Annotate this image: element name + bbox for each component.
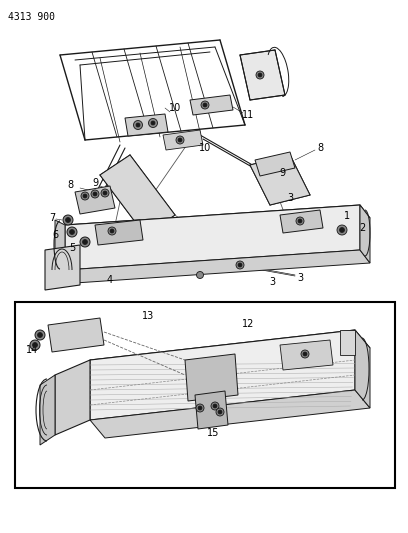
Text: 4: 4 [107, 275, 113, 285]
Polygon shape [95, 220, 143, 245]
Text: 7: 7 [49, 213, 55, 223]
Polygon shape [355, 330, 370, 408]
Text: 11: 11 [242, 110, 254, 120]
Polygon shape [65, 205, 370, 238]
Circle shape [108, 227, 116, 235]
Polygon shape [240, 50, 285, 100]
Text: 12: 12 [242, 319, 254, 329]
Polygon shape [255, 152, 295, 176]
Text: 5: 5 [69, 243, 75, 253]
Text: 10: 10 [169, 103, 181, 113]
Circle shape [303, 352, 307, 356]
Polygon shape [100, 155, 175, 235]
Circle shape [83, 194, 87, 198]
Polygon shape [75, 186, 115, 214]
Text: 10: 10 [199, 143, 211, 153]
Circle shape [197, 271, 204, 279]
Polygon shape [65, 205, 360, 270]
Circle shape [149, 118, 157, 127]
Circle shape [216, 408, 224, 416]
Circle shape [67, 227, 77, 237]
Polygon shape [360, 205, 370, 263]
Circle shape [38, 333, 42, 337]
Text: 3: 3 [297, 273, 303, 283]
Circle shape [201, 101, 209, 109]
Text: 15: 15 [207, 428, 219, 438]
Circle shape [213, 404, 217, 408]
Circle shape [63, 215, 73, 225]
Circle shape [110, 229, 114, 233]
Circle shape [196, 404, 204, 412]
Text: 3: 3 [287, 193, 293, 203]
Polygon shape [340, 330, 355, 355]
Text: 1: 1 [344, 211, 350, 221]
Circle shape [211, 402, 219, 410]
Circle shape [151, 121, 155, 125]
Text: 6: 6 [52, 230, 58, 240]
Text: 8: 8 [317, 143, 323, 153]
Polygon shape [90, 390, 370, 438]
Circle shape [203, 103, 207, 107]
Polygon shape [185, 354, 238, 401]
Circle shape [238, 263, 242, 267]
Text: 2: 2 [359, 223, 365, 233]
Polygon shape [250, 155, 310, 205]
Polygon shape [55, 220, 65, 270]
Polygon shape [163, 130, 203, 150]
Polygon shape [190, 95, 233, 115]
Circle shape [101, 189, 109, 197]
Polygon shape [280, 210, 323, 233]
Circle shape [93, 192, 97, 196]
Circle shape [296, 217, 304, 225]
Circle shape [178, 138, 182, 142]
Polygon shape [90, 330, 355, 420]
Bar [15, 302, 395, 488]
Polygon shape [65, 250, 370, 283]
Text: 8: 8 [67, 180, 73, 190]
Polygon shape [280, 340, 333, 370]
Circle shape [236, 261, 244, 269]
Circle shape [33, 343, 38, 348]
Circle shape [176, 136, 184, 144]
Circle shape [339, 228, 344, 232]
Text: 9: 9 [92, 178, 98, 188]
Text: 9: 9 [279, 168, 285, 178]
Circle shape [218, 410, 222, 414]
Circle shape [301, 350, 309, 358]
Circle shape [337, 225, 347, 235]
Polygon shape [40, 375, 55, 445]
Circle shape [81, 192, 89, 200]
Circle shape [35, 330, 45, 340]
Text: 14: 14 [26, 345, 38, 355]
Circle shape [133, 120, 142, 130]
Circle shape [82, 239, 87, 245]
Circle shape [66, 217, 71, 222]
Polygon shape [48, 318, 104, 352]
Circle shape [69, 230, 75, 235]
Text: 3: 3 [269, 277, 275, 287]
Circle shape [30, 340, 40, 350]
Circle shape [91, 190, 99, 198]
Circle shape [103, 191, 107, 195]
Text: 4313 900: 4313 900 [8, 12, 55, 22]
Circle shape [298, 219, 302, 223]
Circle shape [256, 71, 264, 79]
Circle shape [80, 237, 90, 247]
Polygon shape [125, 114, 168, 136]
Circle shape [258, 73, 262, 77]
Polygon shape [195, 391, 228, 429]
Circle shape [198, 406, 202, 410]
Polygon shape [45, 245, 80, 290]
Circle shape [136, 123, 140, 127]
Polygon shape [55, 360, 90, 435]
Polygon shape [90, 330, 370, 378]
Text: 13: 13 [142, 311, 154, 321]
